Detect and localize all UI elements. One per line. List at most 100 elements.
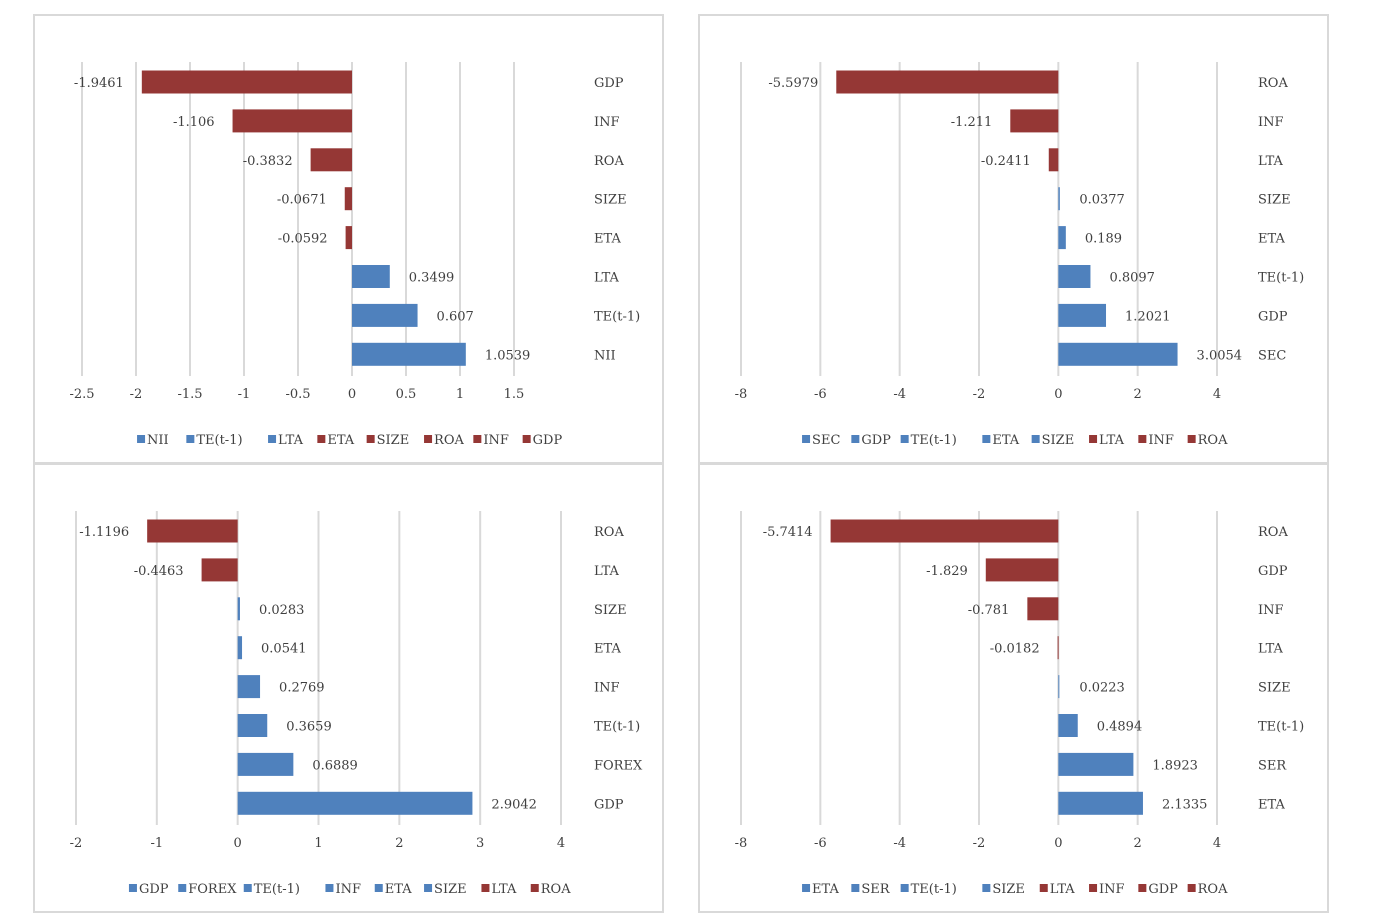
category-label: SIZE [1258, 193, 1291, 208]
category-label: LTA [594, 564, 620, 579]
data-label: -1.9461 [74, 76, 124, 91]
legend-entry: NII [147, 433, 169, 448]
legend-swatch [473, 435, 482, 443]
data-label: 0.4894 [1097, 720, 1143, 735]
x-tick-label: -4 [893, 387, 906, 402]
legend-entry: TE(t-1) [911, 433, 957, 448]
x-tick-label: 2 [395, 836, 403, 851]
legend-swatch [802, 884, 811, 892]
category-label: LTA [594, 271, 620, 286]
legend-entry: ETA [327, 433, 354, 448]
bar-gdp [985, 558, 1059, 582]
category-label: SEC [1258, 348, 1286, 363]
legend-entry: ROA [1198, 433, 1228, 448]
legend-swatch [522, 435, 531, 443]
legend-entry: TE(t-1) [196, 433, 242, 448]
legend-swatch [900, 435, 909, 443]
data-label: 0.0283 [259, 603, 305, 618]
bar-gdp [1058, 303, 1107, 327]
bar-size [1058, 187, 1060, 211]
bar-eta [1058, 791, 1143, 815]
legend-entry: SER [861, 882, 890, 897]
data-label: 0.0377 [1079, 193, 1125, 208]
x-tick-label: -6 [814, 836, 827, 851]
legend-entry: INF [483, 433, 509, 448]
chart-panel-2: -8 -6 -4 -2 0 2 4 -5.5979 ROA -1.211 INF -0.2411 LTA… [698, 14, 1329, 464]
x-tick-label: -2 [973, 387, 986, 402]
legend-entry: LTA [1099, 433, 1125, 448]
legend-swatch [851, 884, 860, 892]
legend-entry: GDP [139, 882, 169, 897]
bar-te-t-1- [237, 714, 268, 737]
legend-swatch [1187, 435, 1196, 443]
category-label: SER [1258, 758, 1287, 773]
legend-swatch [424, 884, 433, 892]
legend-swatch [1138, 435, 1147, 443]
category-label: SIZE [594, 193, 627, 208]
category-label: TE(t-1) [594, 720, 640, 735]
legend-entry: LTA [491, 882, 517, 897]
x-tick-label: -2 [973, 836, 986, 851]
category-label: TE(t-1) [1258, 271, 1304, 286]
chart-svg: -2.5 -2 -1.5 -1 -0.5 0 0.5 1 1.5 -1.9461 GDP -1.106… [69, 62, 640, 448]
category-label: ROA [1258, 76, 1288, 91]
legend-swatch [802, 435, 811, 443]
x-tick-label: 0 [348, 387, 356, 402]
legend-entry: SEC [812, 433, 840, 448]
bar-ser [1058, 752, 1134, 776]
x-tick-label: 2 [1134, 836, 1142, 851]
legend-entry: ETA [812, 882, 839, 897]
x-tick-label: 4 [1213, 836, 1221, 851]
legend-entry: ROA [1198, 882, 1228, 897]
category-label: ROA [1258, 525, 1288, 540]
bar-size [344, 187, 352, 211]
bar-nii [352, 342, 466, 366]
legend-swatch [178, 884, 187, 892]
category-label: GDP [594, 797, 624, 812]
data-label: 1.8923 [1152, 758, 1198, 773]
x-tick-label: 4 [557, 836, 565, 851]
legend-swatch [424, 435, 433, 443]
data-label: -0.0182 [990, 642, 1040, 657]
bar-eta [237, 636, 243, 660]
data-label: -0.2411 [981, 154, 1031, 169]
bar-eta [1058, 226, 1066, 250]
category-label: ROA [594, 154, 624, 169]
data-label: 3.0054 [1197, 348, 1243, 363]
legend-entry: TE(t-1) [254, 882, 300, 897]
x-tick-label: -8 [735, 387, 748, 402]
legend-swatch [1089, 884, 1098, 892]
bar-gdp [237, 791, 473, 815]
data-label: -5.5979 [768, 76, 818, 91]
x-tick-label: -1.5 [177, 387, 202, 402]
bar-te-t-1- [1058, 714, 1078, 737]
legend-swatch [982, 884, 991, 892]
category-label: FOREX [594, 758, 643, 773]
bar-te-t-1- [1058, 265, 1091, 288]
data-label: -0.0671 [277, 193, 327, 208]
data-label: -1.106 [173, 115, 215, 130]
x-tick-label: -1 [238, 387, 251, 402]
bar-lta [1057, 636, 1059, 660]
data-label: -1.1196 [79, 525, 129, 540]
bar-size [1058, 675, 1060, 699]
category-label: INF [1258, 115, 1284, 130]
data-label: 0.8097 [1109, 271, 1155, 286]
legend-swatch [374, 884, 383, 892]
legend-swatch [186, 435, 195, 443]
x-tick-label: 3 [476, 836, 484, 851]
legend-entry: SIZE [992, 882, 1025, 897]
chart-svg: -2 -1 0 1 2 3 4 -1.1196 ROA -0.4463 LTA 0.0283 SIZE 0… [70, 511, 643, 897]
legend-swatch [1031, 435, 1040, 443]
bar-inf [1010, 109, 1059, 133]
bar-roa [147, 519, 238, 543]
legend-entry: GDP [1148, 882, 1178, 897]
legend-entry: SIZE [1042, 433, 1075, 448]
data-label: 0.607 [437, 309, 474, 324]
category-label: ETA [594, 642, 621, 657]
x-tick-label: -0.5 [285, 387, 310, 402]
category-label: INF [594, 681, 620, 696]
legend-swatch [128, 884, 137, 892]
bar-sec [1058, 342, 1178, 366]
category-label: ETA [1258, 797, 1285, 812]
